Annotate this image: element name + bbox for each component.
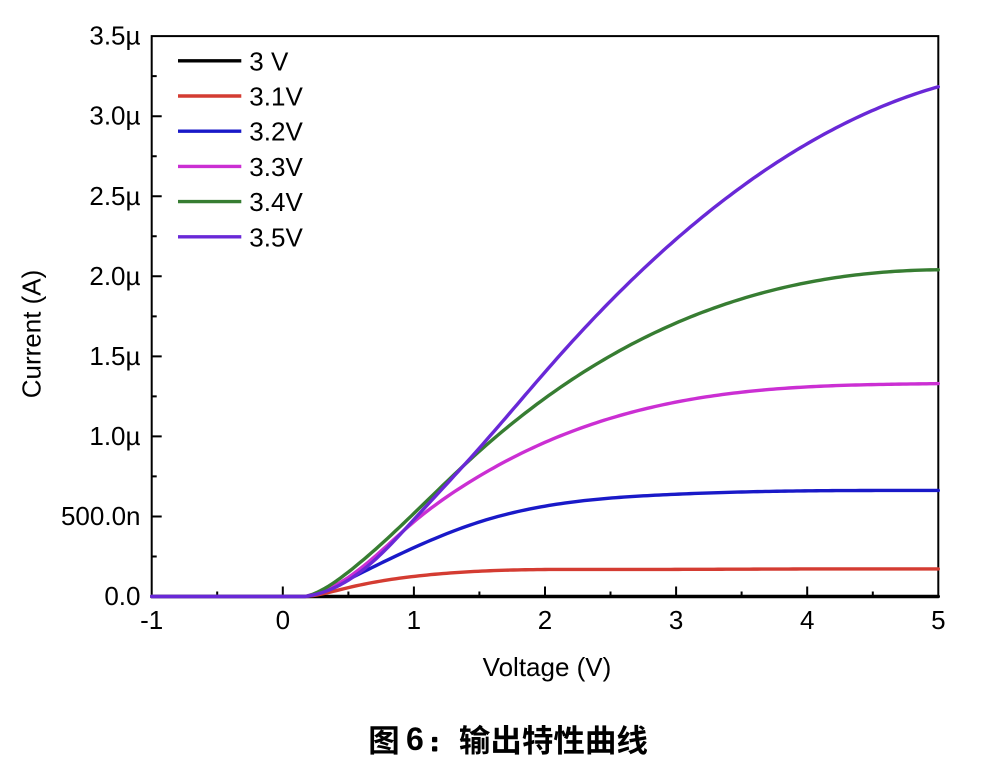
svg-text:0: 0: [276, 605, 290, 635]
svg-text:3.5µ: 3.5µ: [89, 21, 140, 51]
svg-text:1.5µ: 1.5µ: [89, 341, 140, 371]
svg-text:500.0n: 500.0n: [61, 501, 141, 531]
svg-text:Current (A): Current (A): [17, 270, 47, 399]
svg-text:3 V: 3 V: [249, 46, 289, 76]
svg-text:2.0µ: 2.0µ: [89, 261, 140, 291]
svg-text:3.5V: 3.5V: [249, 222, 303, 252]
svg-text:3.4V: 3.4V: [249, 187, 303, 217]
svg-text:3.0µ: 3.0µ: [89, 101, 140, 131]
svg-text:6: 6: [406, 721, 424, 757]
svg-text:1: 1: [407, 605, 421, 635]
svg-text:1.0µ: 1.0µ: [89, 421, 140, 451]
svg-text:0.0: 0.0: [104, 581, 140, 611]
svg-text:3.1V: 3.1V: [249, 82, 303, 112]
svg-text:-1: -1: [140, 605, 163, 635]
svg-text:3.2V: 3.2V: [249, 117, 303, 147]
svg-text:Voltage (V): Voltage (V): [483, 652, 612, 682]
svg-text:3.3V: 3.3V: [249, 152, 303, 182]
svg-text:2: 2: [538, 605, 552, 635]
svg-text:5: 5: [931, 605, 945, 635]
svg-text:3: 3: [669, 605, 683, 635]
svg-text:4: 4: [800, 605, 814, 635]
svg-text:2.5µ: 2.5µ: [89, 181, 140, 211]
